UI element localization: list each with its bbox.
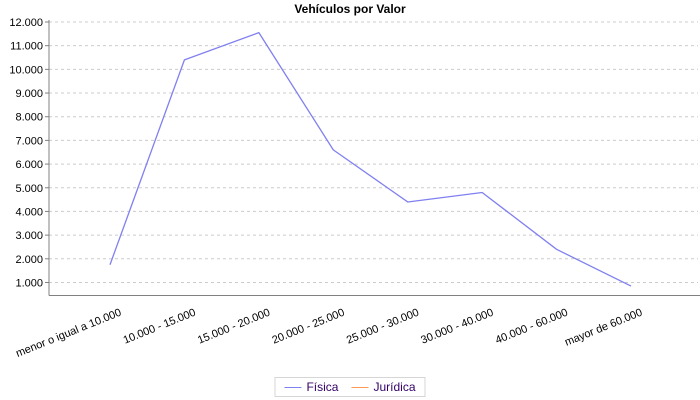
legend-label-fisica: Física [306,380,339,394]
svg-text:20.000 - 25.000: 20.000 - 25.000 [270,307,346,347]
svg-text:10.000: 10.000 [9,64,43,76]
svg-text:10.000 - 15.000: 10.000 - 15.000 [122,307,198,347]
legend-item-fisica: Física [284,380,338,394]
svg-text:11.000: 11.000 [10,41,43,53]
svg-text:25.000 - 30.000: 25.000 - 30.000 [345,307,421,347]
svg-text:1.000: 1.000 [15,277,43,289]
svg-text:5.000: 5.000 [15,183,43,195]
svg-text:7.000: 7.000 [15,135,43,147]
fisica-line-swatch [284,386,302,388]
svg-text:menor o igual a 10.000: menor o igual a 10.000 [14,307,123,360]
svg-text:2.000: 2.000 [15,254,43,266]
svg-text:4.000: 4.000 [15,206,43,218]
svg-text:9.000: 9.000 [15,88,43,100]
legend-item-juridica: Jurídica [351,380,416,394]
svg-text:30.000 - 40.000: 30.000 - 40.000 [419,307,495,347]
svg-text:12.000: 12.000 [9,17,43,29]
svg-text:40.000 - 60.000: 40.000 - 60.000 [494,307,570,347]
juridica-line-swatch [351,386,369,388]
svg-text:15.000 - 20.000: 15.000 - 20.000 [196,307,272,347]
svg-text:mayor de 60.000: mayor de 60.000 [563,307,644,349]
svg-text:8.000: 8.000 [15,112,43,124]
legend-label-juridica: Jurídica [373,380,416,394]
chart-title: Vehículos por Valor [294,2,406,16]
legend: Física Jurídica [274,377,426,397]
svg-text:3.000: 3.000 [15,230,43,242]
svg-text:6.000: 6.000 [15,159,43,171]
